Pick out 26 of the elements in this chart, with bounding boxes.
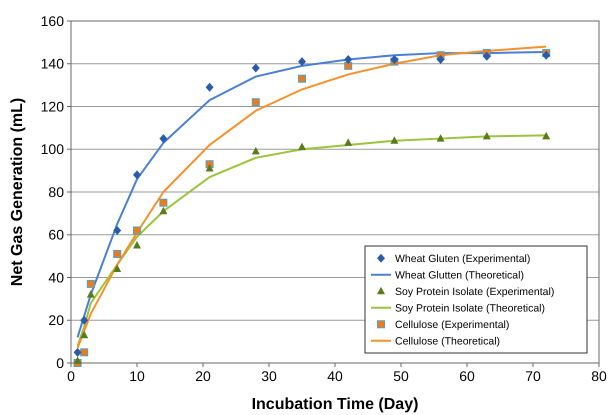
x-tick-label: 30: [261, 368, 277, 384]
y-tick-label: 100: [40, 141, 64, 158]
y-tick-label: 140: [40, 56, 64, 72]
x-tick-label: 20: [195, 368, 211, 384]
legend-label: Soy Protein Isolate (Theoretical): [395, 302, 545, 314]
x-axis-title: Incubation Time (Day): [252, 396, 418, 413]
y-tick-label: 20: [48, 312, 64, 328]
x-tick-label: 50: [393, 368, 409, 384]
x-tick-label: 80: [591, 368, 607, 384]
y-axis-title: Net Gas Generation (mL): [9, 98, 26, 286]
y-tick-label: 120: [40, 98, 64, 114]
legend-label: Wheat Glutten (Theoretical): [395, 269, 524, 282]
legend-label: Soy Protein Isolate (Experimental): [395, 286, 554, 298]
legend-label: Wheat Gluten (Experimental): [395, 252, 530, 265]
y-tick-label: 0: [56, 354, 64, 371]
x-tick-label: 70: [525, 368, 541, 384]
y-tick-label: 40: [48, 269, 64, 286]
legend-label: Cellulose (Experimental): [395, 318, 510, 331]
y-tick-label: 60: [48, 226, 64, 243]
legend-label: Cellulose (Theoretical): [395, 335, 500, 348]
x-tick-label: 60: [459, 368, 475, 384]
y-tick-label: 160: [40, 12, 64, 29]
x-tick-label: 10: [129, 368, 145, 384]
x-tick-label: 0: [67, 368, 76, 384]
y-tick-label: 80: [48, 184, 64, 200]
x-tick-label: 40: [327, 368, 343, 384]
